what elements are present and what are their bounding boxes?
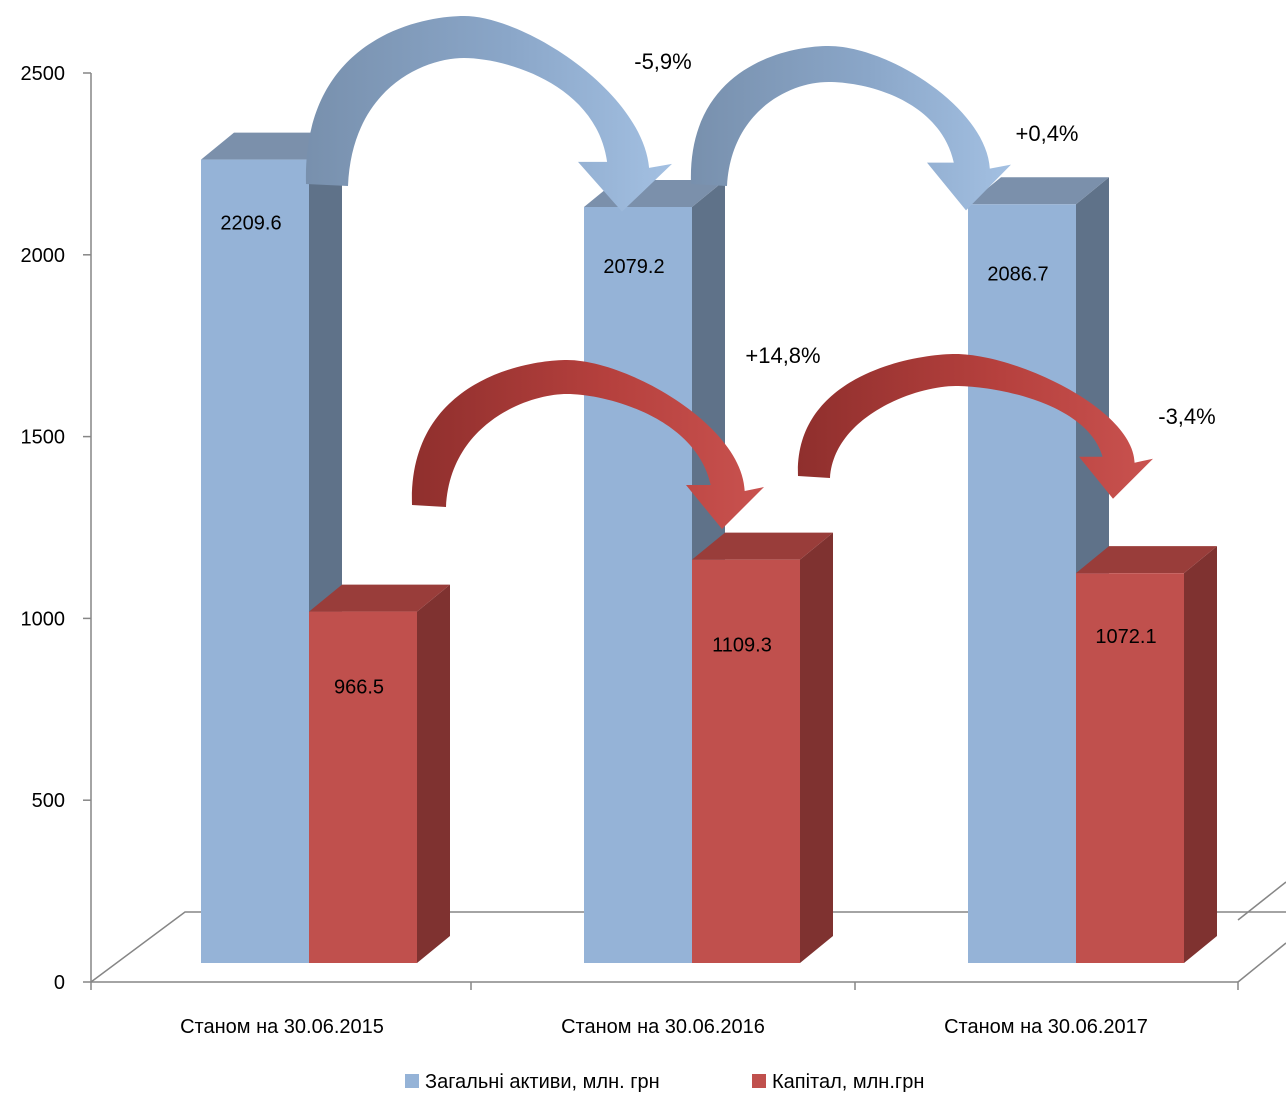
y-tick-label: 500 xyxy=(32,790,65,812)
legend-label: Капітал, млн.грн xyxy=(772,1071,924,1093)
floor-right-edge xyxy=(1238,882,1286,920)
data-label: 1072.1 xyxy=(1095,626,1156,648)
x-tick-label: Станом на 30.06.2015 xyxy=(180,1016,384,1038)
bar-front-face xyxy=(692,560,800,963)
bar-front-face xyxy=(309,612,417,963)
x-tick-label: Станом на 30.06.2017 xyxy=(944,1016,1148,1038)
data-label: 2209.6 xyxy=(220,213,281,235)
bar-side-face xyxy=(1184,546,1217,963)
y-tick-label: 1500 xyxy=(21,427,66,449)
y-tick-label: 1000 xyxy=(21,608,66,630)
legend-swatch xyxy=(405,1074,419,1088)
assets-change-arrow xyxy=(691,46,1011,210)
legend-swatch xyxy=(752,1074,766,1088)
change-annotation: -5,9% xyxy=(634,49,691,74)
change-annotation: -3,4% xyxy=(1158,404,1215,429)
data-label: 1109.3 xyxy=(712,635,772,657)
legend-label: Загальні активи, млн. грн xyxy=(425,1071,660,1093)
data-label: 2086.7 xyxy=(987,263,1048,285)
bar-side-face xyxy=(417,585,450,963)
legend-item: Капітал, млн.грн xyxy=(752,1071,924,1093)
bar-front-face xyxy=(201,160,309,963)
legend: Загальні активи, млн. грн Капітал, млн.гр… xyxy=(405,1071,924,1093)
y-tick-label: 2500 xyxy=(21,63,66,85)
data-label: 966.5 xyxy=(334,677,384,699)
x-axis-depth-edge xyxy=(1238,943,1286,982)
data-label: 2079.2 xyxy=(603,256,664,278)
bar-front-face xyxy=(584,207,692,963)
bar-side-face xyxy=(800,533,833,963)
bar-capital xyxy=(1076,546,1217,963)
bar-capital xyxy=(692,533,833,963)
bar-front-face xyxy=(968,204,1076,963)
assets-change-arrow xyxy=(306,16,672,212)
change-annotation: +0,4% xyxy=(1016,121,1079,146)
x-tick-label: Станом на 30.06.2016 xyxy=(561,1016,765,1038)
y-tick-label: 2000 xyxy=(21,245,66,267)
y-tick-label: 0 xyxy=(54,972,65,994)
bars xyxy=(201,133,1217,963)
change-annotation: +14,8% xyxy=(745,343,820,368)
legend-item: Загальні активи, млн. грн xyxy=(405,1071,660,1093)
bar-capital xyxy=(309,585,450,963)
